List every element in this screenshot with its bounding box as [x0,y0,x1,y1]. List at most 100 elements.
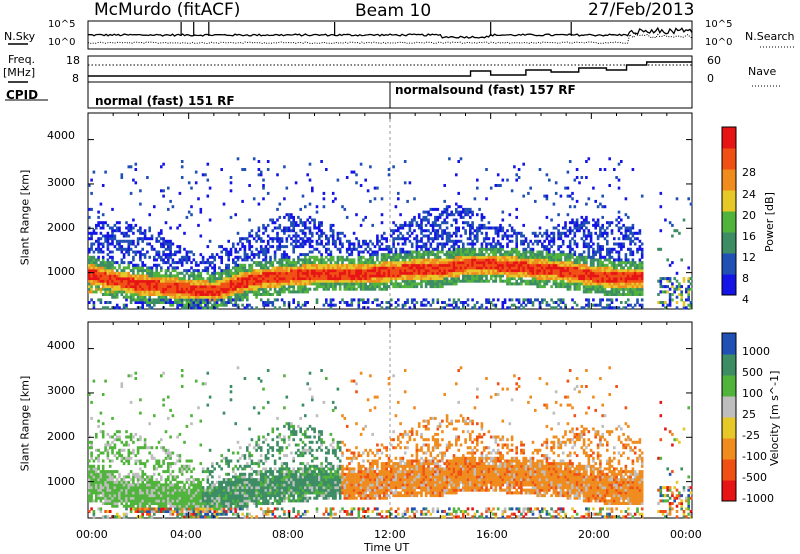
power-cell [308,237,312,241]
power-cell [592,303,595,307]
power-cell [311,245,314,249]
power-cell [194,293,198,296]
power-cell [445,258,449,262]
power-cell [476,213,479,217]
power-cell [438,223,442,227]
power-cell [631,277,635,281]
power-cell [513,231,516,235]
power-cell [285,277,289,281]
power-cell [187,303,191,307]
power-cell [554,274,558,278]
power-cell [455,269,458,273]
power-cell [471,271,474,275]
power-cell [301,263,305,267]
power-cell [401,277,405,281]
power-cell [183,255,186,259]
power-cell [469,255,472,259]
power-cell [410,266,414,270]
power-cell [408,255,412,259]
power-cell [125,285,128,289]
power-cell [531,271,535,275]
power-cell [457,226,460,230]
power-cell [169,263,172,267]
power-cell [617,221,621,225]
power-cell [220,271,223,275]
power-cell [215,287,219,291]
power-cell [527,279,530,283]
power-cell [585,237,588,241]
power-cell [299,290,302,294]
power-cell [520,231,523,235]
power-cell [208,285,212,289]
power-cell [501,210,505,214]
power-cell [164,221,168,225]
power-cell [208,274,212,278]
power-cell [441,234,444,238]
power-cell [206,277,210,281]
power-cell [262,293,265,296]
power-cell [355,269,358,273]
power-cell [218,255,221,259]
power-cell [587,266,591,270]
power-cell [489,242,493,246]
power-cell [392,266,395,270]
power-cell [671,282,674,286]
power-cell [187,269,191,273]
power-cell [283,274,286,278]
power-cell [596,303,600,307]
power-cell [352,231,356,235]
power-cell [262,231,265,235]
power-cell [136,293,140,296]
velocity-cell [90,486,93,490]
power-cell [322,263,326,267]
power-cell [408,306,412,310]
power-cell [213,271,216,275]
power-cell [575,258,579,262]
power-cell [331,255,335,259]
power-cell [132,277,135,281]
power-cell [434,266,437,270]
power-cell [603,205,607,209]
power-cell [466,274,470,278]
power-cell [387,263,391,267]
power-cell [613,261,616,265]
power-cell [276,173,279,177]
power-cell [466,269,470,273]
power-cell [587,277,591,281]
power-cell [522,279,525,283]
power-cell [97,258,100,262]
power-cell [306,261,309,265]
power-cell [143,285,147,289]
power-cell [571,261,574,265]
power-cell [304,263,307,267]
power-cell [575,285,579,289]
power-cell [452,239,456,243]
power-cell [413,279,416,283]
power-cell [290,263,293,267]
power-cell [362,239,365,243]
power-cell [406,199,409,203]
power-cell [448,231,451,235]
power-cell [487,301,491,304]
power-cell [534,282,537,286]
power-cell [104,261,107,265]
power-cell [334,303,337,307]
power-cell [399,247,402,251]
power-cell [264,247,268,251]
power-cell [271,301,275,304]
power-cell [615,271,618,275]
power-cell [387,279,391,283]
power-cell [320,221,323,225]
power-cell [185,282,189,286]
power-cell [571,253,574,257]
power-cell [552,279,556,283]
power-cell [601,285,604,289]
power-cell [585,261,588,265]
power-cell [524,258,528,262]
power-cell [489,271,493,275]
power-cell [373,269,377,273]
power-cell [455,301,458,304]
power-cell [197,282,200,286]
power-cell [359,298,363,302]
power-cell [606,221,609,225]
